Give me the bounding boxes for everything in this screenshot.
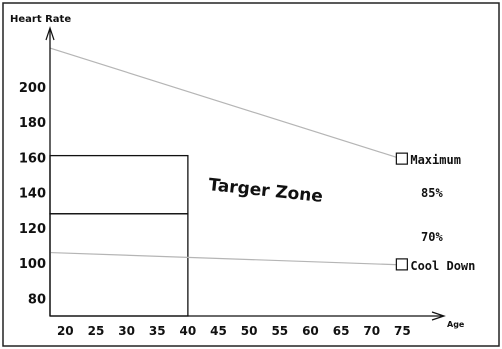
- x-tick-label: 25: [88, 324, 105, 338]
- target-zone-lower-box: [49, 213, 189, 317]
- y-axis-arrow-icon: [45, 26, 55, 41]
- y-tick-label: 200: [19, 81, 46, 96]
- target-zone-upper-box: [49, 154, 189, 215]
- y-tick-label: 100: [19, 257, 46, 272]
- x-tick-label: 35: [149, 324, 166, 338]
- x-tick-label: 70: [363, 324, 380, 338]
- legend-marker-cool-down: [395, 258, 408, 271]
- y-tick-label: 180: [19, 116, 46, 131]
- series-line-cool-down: [49, 251, 403, 266]
- x-tick-label: 20: [57, 324, 74, 338]
- x-tick-label: 75: [394, 324, 411, 338]
- legend-label-maximum: Maximum: [410, 153, 461, 167]
- x-tick-label: 50: [241, 324, 258, 338]
- x-tick-label: 60: [302, 324, 319, 338]
- x-tick-label: 55: [271, 324, 288, 338]
- annotation-70: 70%: [421, 230, 443, 244]
- target-zone-label: Targer Zone: [207, 175, 323, 207]
- x-tick-label: 30: [118, 324, 135, 338]
- x-axis-title: Age: [447, 320, 465, 329]
- y-tick-label: 140: [19, 187, 46, 202]
- x-tick-label: 65: [333, 324, 350, 338]
- y-tick-label: 80: [28, 292, 46, 307]
- legend-marker-maximum: [395, 152, 408, 165]
- y-tick-label: 120: [19, 222, 46, 237]
- y-axis-title: Heart Rate: [10, 14, 71, 25]
- x-axis-arrow-icon: [431, 311, 446, 321]
- x-tick-label: 40: [180, 324, 197, 338]
- series-line-maximum: [49, 47, 403, 160]
- x-tick-label: 45: [210, 324, 227, 338]
- legend-label-cool-down: Cool Down: [410, 259, 475, 273]
- annotation-85: 85%: [421, 186, 443, 200]
- y-tick-label: 160: [19, 151, 46, 166]
